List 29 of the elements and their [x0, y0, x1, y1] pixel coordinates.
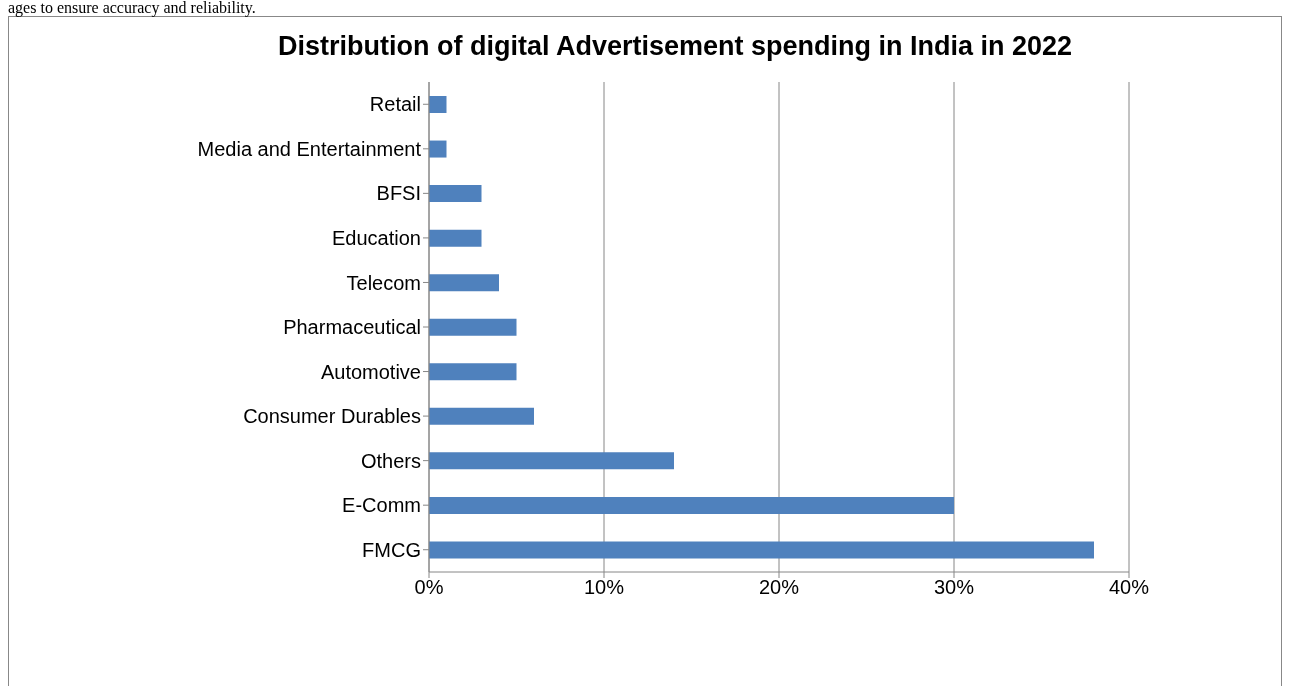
x-tick-label: 40%	[1108, 576, 1150, 599]
y-tick-label: Retail	[369, 93, 421, 116]
y-tick-label: Consumer Durables	[243, 405, 421, 428]
x-tick-label: 30%	[933, 576, 975, 599]
text: ages to ensure accuracy and reliability.	[8, 0, 257, 16]
bar	[429, 140, 447, 158]
y-tick-label: Pharmaceutical	[283, 316, 421, 339]
x-tick-label: 20%	[758, 576, 800, 599]
bar	[429, 363, 517, 381]
bar	[429, 274, 499, 292]
y-tick-label: Education	[332, 227, 421, 250]
x-tick-label: 10%	[583, 576, 625, 599]
y-tick-label: Others	[360, 449, 421, 472]
bar	[429, 229, 482, 247]
bar	[429, 496, 954, 514]
bar	[429, 452, 674, 470]
chart-title: Distribution of digital Advertisement spending in India in 2022	[276, 31, 1074, 62]
y-tick-label: BFSI	[376, 182, 421, 205]
y-tick-label: FMCG	[362, 538, 421, 561]
bar	[429, 407, 534, 425]
x-tick-label: 0%	[414, 576, 444, 599]
y-tick-label: E-Comm	[342, 494, 421, 517]
y-tick-label: Media and Entertainment	[197, 137, 422, 160]
y-tick-label: Telecom	[346, 271, 421, 294]
bar	[429, 318, 517, 336]
bar	[429, 96, 447, 113]
bar	[429, 541, 1094, 559]
y-tick-label: Automotive	[320, 360, 421, 383]
bar	[429, 185, 482, 203]
